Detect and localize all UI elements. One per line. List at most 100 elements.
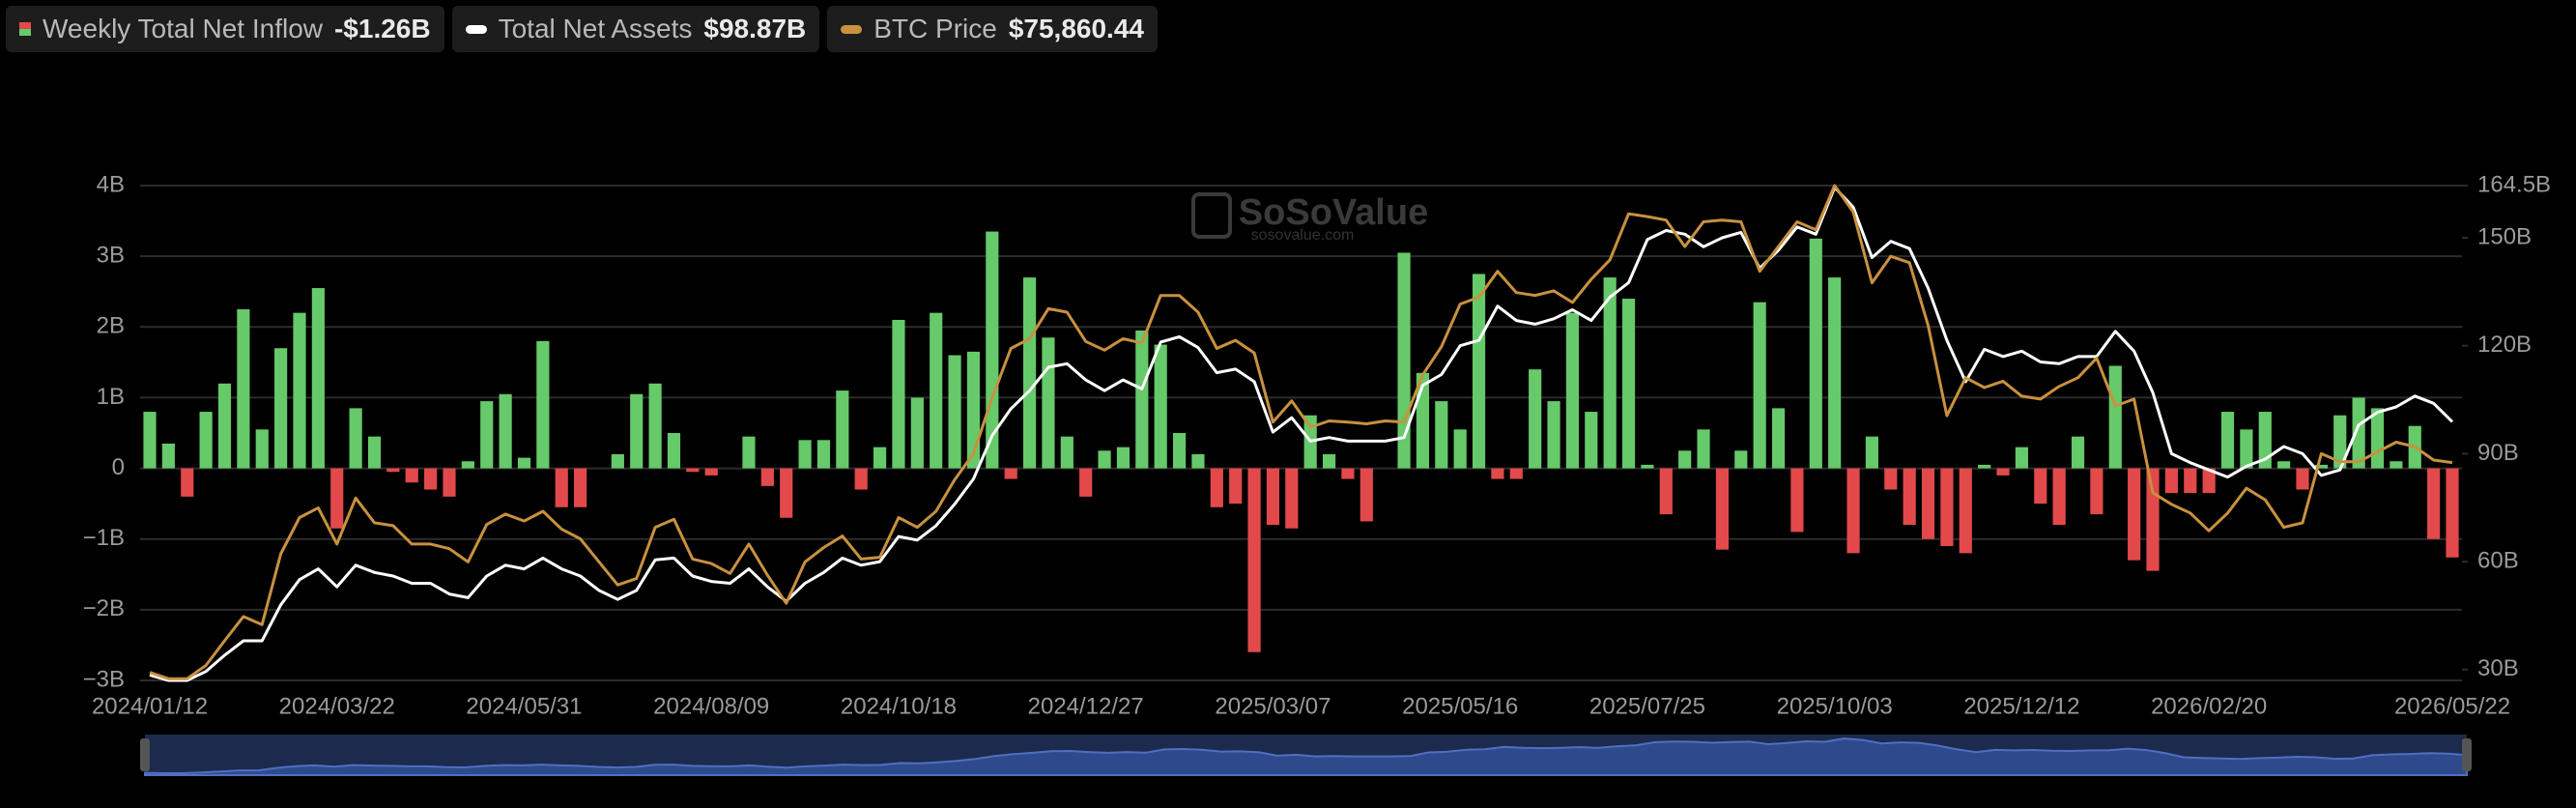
legend-value: -$1.26B: [333, 14, 431, 43]
bar: [405, 468, 418, 483]
bar: [780, 468, 793, 518]
bar: [424, 468, 438, 490]
bar: [536, 340, 550, 469]
bar: [2446, 468, 2459, 558]
legend-item: Total Net Assets $98.87B: [451, 6, 820, 52]
navigator-handle[interactable]: [2462, 738, 2472, 771]
bar: [966, 351, 981, 469]
legend-swatch: [465, 24, 487, 34]
bar: [1809, 238, 1822, 469]
x-tick-label: 2026/05/22: [2394, 693, 2510, 719]
bar: [1172, 433, 1187, 469]
bar: [1940, 468, 1954, 547]
bar: [1472, 274, 1486, 469]
bar: [2370, 408, 2385, 469]
y-tick-label: 3B: [97, 242, 125, 268]
bar: [2314, 464, 2328, 469]
y-tick-label: 1B: [97, 384, 125, 410]
bar: [1734, 450, 1748, 469]
bar: [2128, 468, 2141, 561]
bar: [1098, 450, 1111, 469]
bar: [349, 408, 362, 469]
bar: [181, 468, 194, 497]
y2-tick-label: 60B: [2477, 547, 2519, 573]
bar: [217, 383, 232, 469]
y-tick-label: −2B: [83, 595, 125, 621]
bar: [798, 440, 812, 469]
bar: [1529, 369, 1542, 469]
x-tick-label: 2025/05/16: [1402, 693, 1518, 719]
bar: [1491, 468, 1504, 479]
bar: [274, 348, 288, 469]
bar: [1828, 277, 1842, 469]
bar: [2108, 365, 2122, 469]
bar: [1435, 401, 1448, 469]
bar: [854, 468, 868, 490]
bar: [1079, 468, 1093, 497]
bar: [2071, 436, 2085, 469]
y2-tick-label: 30B: [2477, 655, 2519, 681]
bar: [1790, 468, 1804, 533]
x-tick-label: 2024/08/09: [653, 693, 769, 719]
bar: [1996, 468, 2010, 476]
bar: [1865, 436, 1878, 469]
y-tick-label: 4B: [97, 171, 125, 197]
bar: [910, 397, 924, 469]
bar: [1022, 277, 1037, 469]
bar: [686, 468, 700, 473]
watermark-title: SoSoValue: [1239, 192, 1428, 233]
watermark-url: sosovalue.com: [1251, 227, 1355, 244]
bar: [2090, 468, 2104, 515]
y-tick-label: 0: [112, 454, 125, 480]
bar: [704, 468, 718, 476]
bar: [555, 468, 568, 507]
x-tick-label: 2025/10/03: [1777, 693, 1893, 719]
bar: [760, 468, 774, 486]
bar: [1846, 468, 1860, 554]
bar: [143, 412, 157, 469]
bar: [948, 355, 961, 469]
bar: [2052, 468, 2066, 526]
bar: [237, 309, 250, 469]
x-tick-label: 2024/10/18: [841, 693, 957, 719]
bar: [2220, 412, 2235, 469]
x-tick-label: 2025/03/07: [1215, 693, 1331, 719]
bar: [1603, 277, 1617, 469]
line-2: [149, 184, 2453, 680]
bar: [2015, 447, 2028, 469]
bar: [873, 447, 887, 469]
y2-tick-label: 120B: [2477, 332, 2532, 358]
bar: [1715, 468, 1730, 550]
bar: [1697, 429, 1710, 469]
legend-value: $75,860.44: [1008, 14, 1144, 43]
x-tick-label: 2026/02/20: [2151, 693, 2267, 719]
bar: [930, 312, 943, 469]
bar: [1266, 468, 1280, 526]
bar: [311, 288, 325, 469]
legend-swatch: [841, 24, 863, 34]
bar: [2352, 397, 2365, 469]
legend-item: Weekly Total Net Inflow -$1.26B: [6, 6, 444, 52]
bar: [1509, 468, 1523, 479]
bar: [2258, 412, 2272, 469]
bar: [2164, 468, 2178, 494]
bar: [1135, 330, 1149, 469]
bar: [1884, 468, 1898, 490]
y-tick-label: −3B: [83, 666, 125, 692]
bar: [2240, 429, 2253, 469]
y2-tick-label: 150B: [2477, 223, 2532, 249]
bar: [1547, 401, 1560, 469]
bar: [499, 393, 512, 469]
line-1: [149, 186, 2454, 682]
y-tick-label: 2B: [97, 313, 125, 339]
y2-tick-label: 90B: [2477, 440, 2519, 466]
bar: [836, 390, 849, 469]
navigator-handle[interactable]: [140, 738, 150, 771]
bar: [667, 433, 681, 469]
bar: [2390, 461, 2403, 469]
legend-swatch: [19, 22, 31, 36]
bar: [199, 412, 213, 469]
bar: [1360, 468, 1373, 522]
navigator-area: [144, 737, 2468, 776]
